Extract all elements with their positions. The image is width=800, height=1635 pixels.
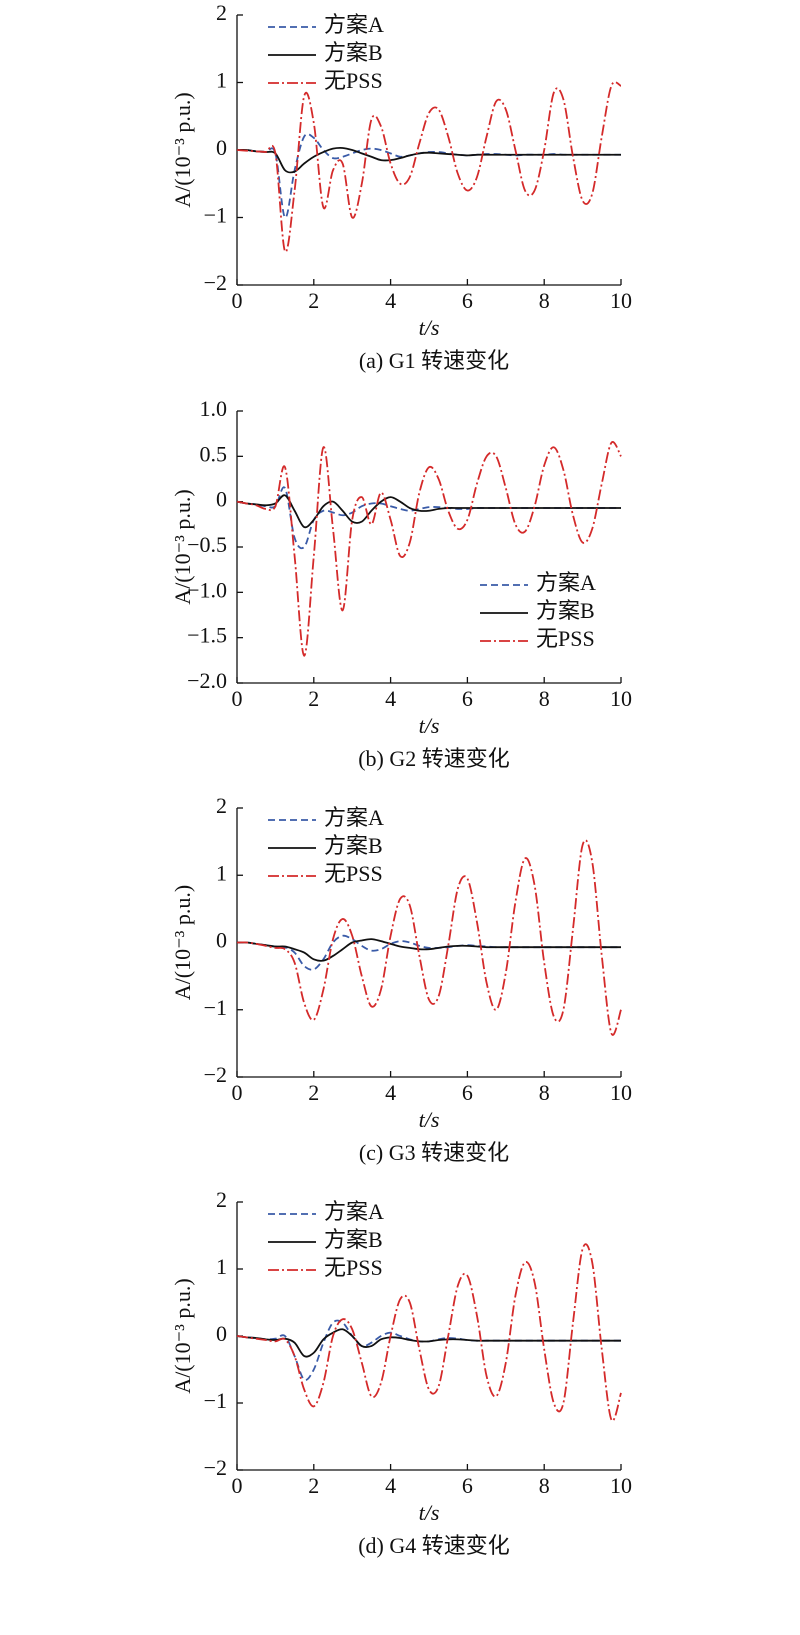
caption: (b) G2 转速变化 bbox=[358, 746, 510, 771]
x-tick-label: 6 bbox=[462, 1080, 473, 1105]
caption: (d) G4 转速变化 bbox=[358, 1533, 510, 1558]
legend-label: 无PSS bbox=[324, 68, 383, 93]
caption: (a) G1 转速变化 bbox=[359, 348, 509, 373]
y-tick-label: −0.5 bbox=[187, 532, 227, 557]
series-line bbox=[236, 938, 621, 962]
series-line bbox=[236, 1328, 621, 1358]
y-axis-label: A/(10⁻³ p.u.) bbox=[170, 885, 195, 1000]
y-axis-label: A/(10⁻³ p.u.) bbox=[170, 1278, 195, 1393]
legend-label: 方案A bbox=[324, 1199, 384, 1224]
x-tick-label: 0 bbox=[232, 1080, 243, 1105]
y-axis-label: A/(10⁻³ p.u.) bbox=[170, 92, 195, 207]
x-tick-label: 6 bbox=[462, 686, 473, 711]
legend-label: 方案A bbox=[324, 805, 384, 830]
x-tick-label: 2 bbox=[308, 288, 319, 313]
x-tick-label: 8 bbox=[539, 1473, 550, 1498]
x-axis-label: t/s bbox=[419, 1107, 440, 1132]
y-tick-label: 0 bbox=[216, 928, 227, 953]
x-tick-label: 8 bbox=[539, 288, 550, 313]
x-tick-label: 4 bbox=[385, 1080, 396, 1105]
y-tick-label: 1 bbox=[216, 1254, 227, 1279]
series-line bbox=[236, 81, 622, 253]
y-tick-label: 2 bbox=[216, 793, 227, 818]
y-tick-label: −1 bbox=[204, 1388, 227, 1413]
chart-panel: 210−1−20 2 4 6 8 10t/sA/(10⁻³ p.u.)(c) G3 转速变… bbox=[170, 793, 632, 1165]
legend-label: 方案B bbox=[324, 833, 383, 858]
caption: (c) G3 转速变化 bbox=[359, 1140, 509, 1165]
x-tick-label: 10 bbox=[610, 686, 632, 711]
chart-panel: 210−1−20 2 4 6 8 10t/sA/(10⁻³ p.u.)(d) G4 转速变… bbox=[170, 1187, 632, 1558]
legend-label: 无PSS bbox=[324, 1255, 383, 1280]
y-tick-label: 1 bbox=[216, 68, 227, 93]
x-axis-label: t/s bbox=[419, 315, 440, 340]
legend-label: 无PSS bbox=[536, 626, 595, 651]
legend-label: 方案B bbox=[536, 598, 595, 623]
x-tick-label: 4 bbox=[385, 288, 396, 313]
chart-panel: 210−1−20 2 4 6 8 10t/sA/(10⁻³ p.u.)(a) G1 转速变… bbox=[170, 0, 632, 373]
y-tick-label: −1.5 bbox=[187, 623, 227, 648]
y-tick-label: −2.0 bbox=[187, 668, 227, 693]
series-line bbox=[236, 486, 621, 550]
x-tick-label: 2 bbox=[308, 1473, 319, 1498]
series-line bbox=[236, 1243, 622, 1422]
x-tick-label: 10 bbox=[610, 288, 632, 313]
y-tick-label: 0 bbox=[216, 487, 227, 512]
y-tick-label: 0.5 bbox=[200, 441, 228, 466]
x-tick-label: 8 bbox=[539, 686, 550, 711]
x-tick-label: 2 bbox=[308, 1080, 319, 1105]
x-axis-label: t/s bbox=[419, 1500, 440, 1525]
y-tick-label: −1 bbox=[204, 203, 227, 228]
y-tick-label: 0 bbox=[216, 135, 227, 160]
x-tick-label: 0 bbox=[232, 288, 243, 313]
x-tick-label: 4 bbox=[385, 1473, 396, 1498]
x-tick-label: 4 bbox=[385, 686, 396, 711]
y-tick-label: 0 bbox=[216, 1321, 227, 1346]
y-tick-label: −2 bbox=[204, 1455, 227, 1480]
series-line bbox=[236, 494, 621, 529]
x-tick-label: 0 bbox=[232, 686, 243, 711]
legend-label: 方案B bbox=[324, 1227, 383, 1252]
y-tick-label: 2 bbox=[216, 0, 227, 25]
series-line bbox=[236, 133, 621, 219]
x-tick-label: 6 bbox=[462, 1473, 473, 1498]
legend-label: 方案A bbox=[324, 12, 384, 37]
y-tick-label: 1.0 bbox=[200, 396, 228, 421]
y-tick-label: −2 bbox=[204, 270, 227, 295]
x-axis-label: t/s bbox=[419, 713, 440, 738]
y-tick-label: −2 bbox=[204, 1062, 227, 1087]
series-line bbox=[236, 146, 621, 174]
x-tick-label: 0 bbox=[232, 1473, 243, 1498]
series-line bbox=[236, 1319, 621, 1381]
x-tick-label: 8 bbox=[539, 1080, 550, 1105]
x-tick-label: 6 bbox=[462, 288, 473, 313]
legend-label: 无PSS bbox=[324, 861, 383, 886]
series-line bbox=[236, 839, 622, 1036]
y-tick-label: 1 bbox=[216, 860, 227, 885]
y-axis-label: A/(10⁻³ p.u.) bbox=[170, 489, 195, 604]
chart-panel: 1.00.50−0.5−1.0−1.5−2.00 2 4 6 8 10t/sA/(10⁻³… bbox=[170, 396, 632, 771]
x-tick-label: 2 bbox=[308, 686, 319, 711]
legend-label: 方案A bbox=[536, 570, 596, 595]
x-tick-label: 10 bbox=[610, 1080, 632, 1105]
y-tick-label: −1.0 bbox=[187, 577, 227, 602]
x-tick-label: 10 bbox=[610, 1473, 632, 1498]
legend-label: 方案B bbox=[324, 40, 383, 65]
y-tick-label: 2 bbox=[216, 1187, 227, 1212]
y-tick-label: −1 bbox=[204, 995, 227, 1020]
series-line bbox=[236, 441, 622, 657]
